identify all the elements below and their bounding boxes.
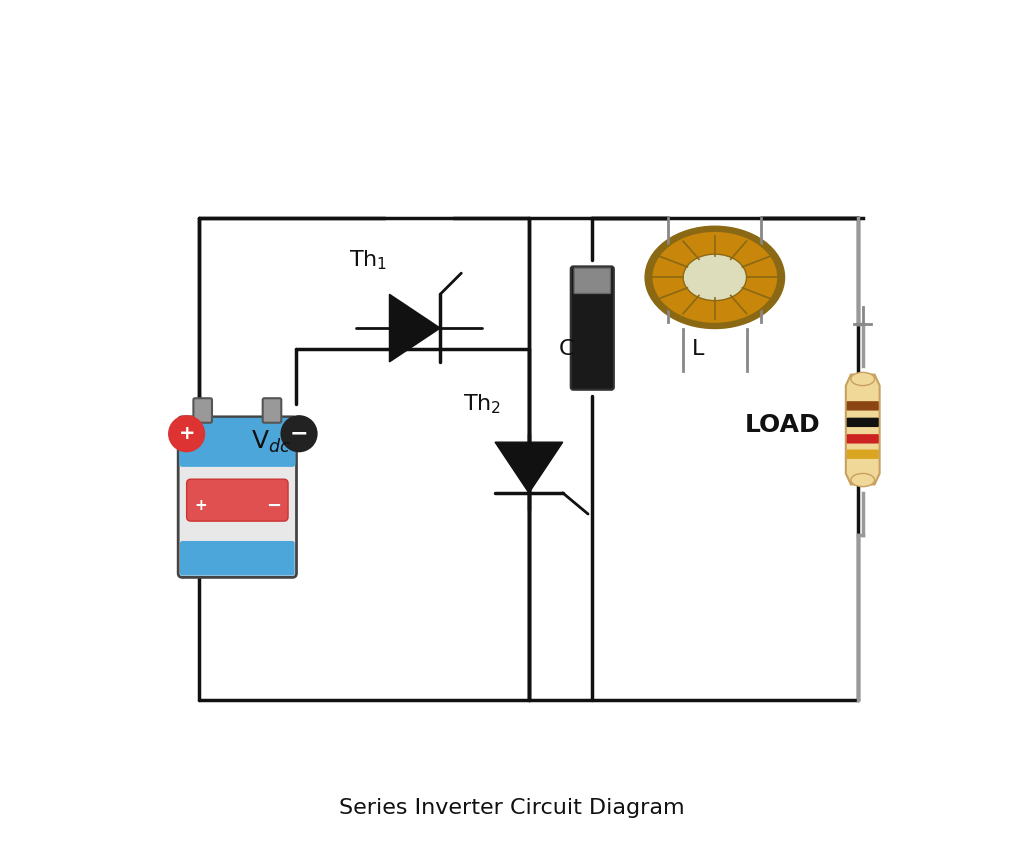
FancyBboxPatch shape — [847, 449, 879, 459]
FancyBboxPatch shape — [263, 399, 282, 423]
Polygon shape — [389, 295, 440, 362]
Text: −: − — [290, 423, 308, 444]
Ellipse shape — [851, 473, 874, 487]
Circle shape — [168, 415, 205, 453]
FancyBboxPatch shape — [194, 399, 212, 423]
FancyBboxPatch shape — [178, 417, 297, 577]
Polygon shape — [495, 442, 563, 493]
Text: +: + — [178, 424, 195, 443]
Ellipse shape — [851, 372, 874, 386]
FancyBboxPatch shape — [574, 268, 610, 294]
Text: +: + — [195, 498, 208, 513]
FancyBboxPatch shape — [847, 417, 879, 427]
Text: Series Inverter Circuit Diagram: Series Inverter Circuit Diagram — [339, 798, 685, 819]
Circle shape — [281, 415, 317, 453]
FancyBboxPatch shape — [180, 542, 294, 575]
Ellipse shape — [645, 226, 784, 328]
FancyBboxPatch shape — [847, 434, 879, 443]
Text: −: − — [266, 497, 282, 515]
FancyBboxPatch shape — [847, 401, 879, 411]
FancyBboxPatch shape — [570, 266, 613, 390]
FancyBboxPatch shape — [186, 479, 288, 521]
Text: L: L — [692, 339, 705, 359]
Text: C: C — [559, 339, 574, 359]
Text: V$_{dc}$: V$_{dc}$ — [251, 430, 291, 455]
Ellipse shape — [651, 231, 778, 324]
Text: LOAD: LOAD — [744, 413, 820, 437]
Text: Th$_2$: Th$_2$ — [463, 393, 502, 416]
FancyBboxPatch shape — [180, 418, 295, 466]
Text: Th$_1$: Th$_1$ — [349, 248, 387, 272]
Ellipse shape — [683, 254, 746, 301]
Polygon shape — [846, 375, 880, 484]
